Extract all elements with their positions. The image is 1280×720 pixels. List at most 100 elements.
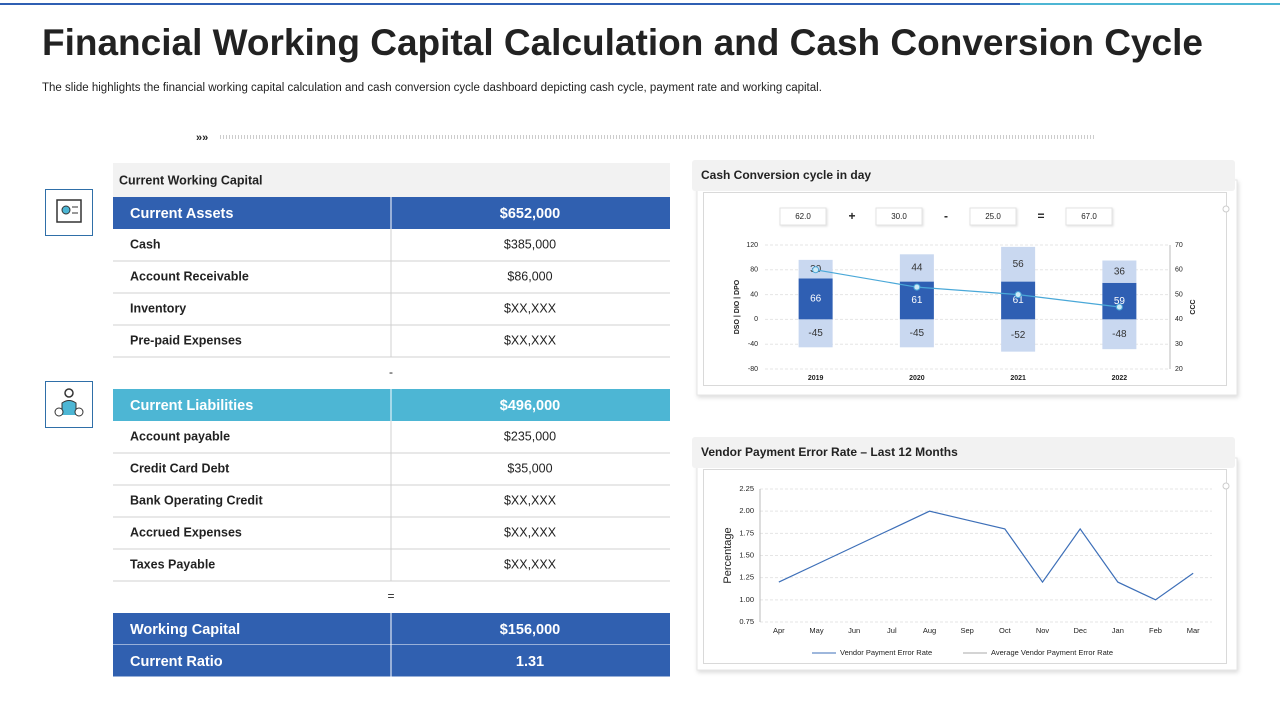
bar: [1001, 246, 1036, 282]
x-tick-label: Nov: [1036, 626, 1050, 635]
data-label: 59: [1114, 296, 1126, 307]
summary-operator: -: [944, 209, 948, 223]
summary-value: 67.0: [1081, 212, 1097, 221]
y-tick-label: 120: [746, 242, 758, 249]
y-tick-label: 1.75: [739, 528, 754, 537]
summary-operator: +: [848, 209, 855, 223]
x-tick-label: Aug: [923, 626, 936, 635]
table-caption: Current Working Capital: [119, 173, 263, 187]
y-tick-label: 1.25: [739, 573, 754, 582]
result-label: Current Ratio: [130, 654, 223, 670]
bar: [798, 278, 833, 320]
y-tick-label: 1.50: [739, 550, 754, 559]
line: [778, 510, 1194, 601]
x-tick-label: Oct: [999, 626, 1012, 635]
icon-shape: [74, 407, 84, 417]
x-tick-label: Dec: [1073, 626, 1087, 635]
plot-frame: [703, 469, 1227, 664]
y2-tick-label: 70: [1175, 242, 1183, 249]
line-marker: [812, 266, 820, 274]
legend-label: Average Vendor Payment Error Rate: [991, 648, 1113, 657]
data-label: 61: [1013, 295, 1025, 306]
row-value: $XX,XXX: [504, 301, 557, 315]
y2-tick-label: 50: [1175, 291, 1183, 298]
x-tick-label: Sep: [960, 626, 973, 635]
x-tick-label: Feb: [1149, 626, 1162, 635]
title: Financial Working Capital Calculation an…: [42, 22, 1203, 63]
panel: [696, 457, 1238, 671]
operator: -: [389, 365, 393, 379]
summary-box: [1065, 207, 1113, 226]
icon-shape: [54, 407, 64, 417]
summary-box: [779, 207, 827, 226]
data-label: 66: [810, 294, 822, 305]
data-label: 56: [1013, 259, 1025, 270]
result-value: $156,000: [500, 622, 560, 638]
y2-tick-label: 60: [1175, 267, 1183, 274]
top-rule: [1020, 3, 1280, 5]
icon: [45, 189, 93, 236]
row-value: $235,000: [504, 429, 556, 443]
bar: [1102, 282, 1137, 320]
y-axis-label: Percentage: [722, 527, 734, 583]
y2-tick-label: 40: [1175, 316, 1183, 323]
x-tick-label: Mar: [1187, 626, 1200, 635]
y-tick-label: 0: [754, 316, 758, 323]
y-axis-label: DSO | DIO | DPO: [734, 279, 741, 334]
summary-value: 25.0: [985, 212, 1001, 221]
x-tick-label: Apr: [773, 626, 785, 635]
row-label: Pre-paid Expenses: [130, 333, 242, 347]
row-label: Account Receivable: [130, 269, 249, 283]
data-label: -45: [910, 328, 925, 339]
x-tick-label: Jul: [887, 626, 897, 635]
row-label: Account payable: [130, 429, 230, 443]
operator: =: [387, 589, 394, 603]
section-total: $652,000: [500, 206, 560, 222]
x-tick-label: 2020: [909, 375, 925, 382]
x-tick-label: May: [809, 626, 823, 635]
section-total: $496,000: [500, 398, 560, 414]
legend-label: Vendor Payment Error Rate: [840, 648, 932, 657]
panel-header: [692, 160, 1235, 191]
decor-dot: [1222, 482, 1230, 490]
summary-value: 62.0: [795, 212, 811, 221]
y-tick-label: 80: [750, 267, 758, 274]
data-label: -45: [808, 328, 823, 339]
row-value: $385,000: [504, 237, 556, 251]
icon-shape: [56, 199, 82, 223]
y-tick-label: 2.00: [739, 506, 754, 515]
x-tick-label: Jan: [1112, 626, 1124, 635]
bar: [1102, 260, 1137, 283]
table-caption-bg: [113, 163, 670, 197]
icon-shape: [61, 400, 77, 415]
bar: [1102, 319, 1137, 350]
summary-value: 30.0: [891, 212, 907, 221]
chart-title: Cash Conversion cycle in day: [701, 168, 871, 182]
row-value: $XX,XXX: [504, 493, 557, 507]
y-tick-label: 0.75: [739, 617, 754, 626]
y-tick-label: 1.00: [739, 595, 754, 604]
row-value: $XX,XXX: [504, 557, 557, 571]
section-label: Current Liabilities: [130, 398, 253, 414]
result-value: 1.31: [516, 654, 544, 670]
y2-tick-label: 30: [1175, 341, 1183, 348]
row-label: Credit Card Debt: [130, 461, 230, 475]
panel: [696, 179, 1238, 396]
row-label: Cash: [130, 237, 161, 251]
line: [815, 269, 1120, 308]
bar: [798, 319, 833, 348]
chart-title: Vendor Payment Error Rate – Last 12 Mont…: [701, 445, 958, 459]
summary-box: [875, 207, 923, 226]
x-tick-label: 2019: [808, 375, 824, 382]
y-tick-label: 40: [750, 291, 758, 298]
x-tick-label: 2021: [1010, 375, 1026, 382]
data-label: 36: [1114, 266, 1126, 277]
y2-tick-label: 20: [1175, 366, 1183, 373]
data-label: -52: [1011, 330, 1026, 341]
summary-operator: =: [1037, 209, 1044, 223]
icon-shape: [64, 388, 74, 398]
row-value: $XX,XXX: [504, 333, 557, 347]
bar: [899, 254, 934, 282]
row-label: Inventory: [130, 301, 186, 315]
